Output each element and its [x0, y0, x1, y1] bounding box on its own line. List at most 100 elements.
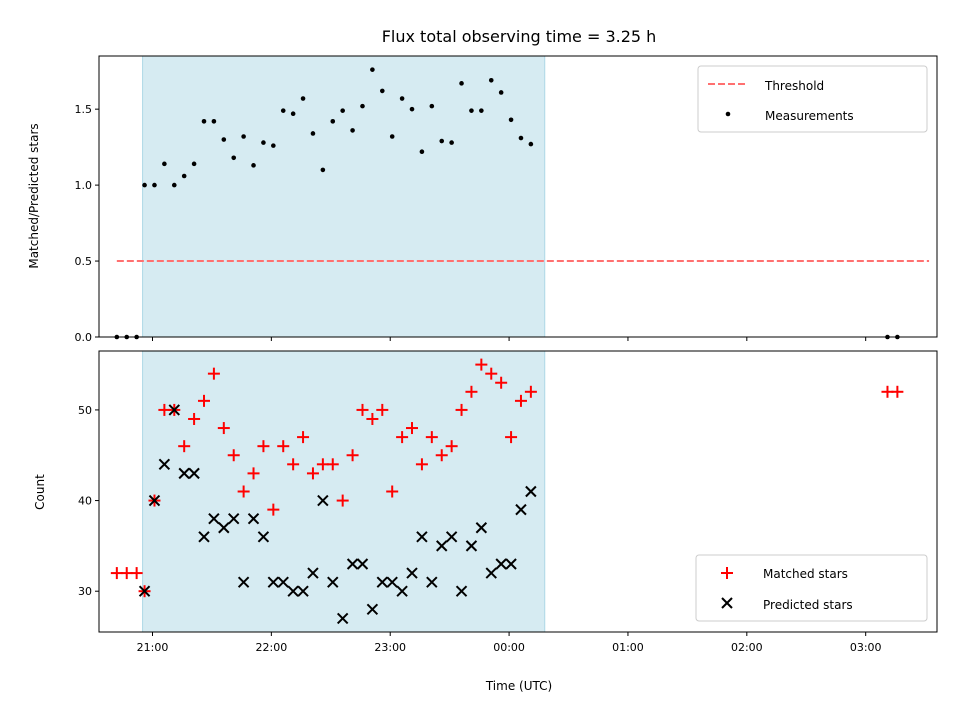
- predicted-star-point: [188, 467, 200, 480]
- y-axis-ticks: 0.0 0.5 1.0 1.5: [75, 103, 99, 344]
- matched-star-point: [130, 567, 143, 580]
- measurement-point: [300, 96, 306, 101]
- matched-star-point: [445, 440, 458, 453]
- predicted-star-point: [168, 404, 180, 416]
- y-axis-label: Count: [33, 474, 47, 510]
- predicted-star-point: [455, 585, 468, 597]
- matched-star-point: [455, 403, 468, 416]
- matched-star-point: [386, 485, 399, 498]
- matched-star-point: [197, 394, 210, 407]
- observing-window-shade: [142, 351, 546, 632]
- x-tick-label: 03:00: [850, 641, 882, 654]
- predicted-star-point: [198, 531, 210, 543]
- measurement-point: [211, 119, 217, 124]
- matched-star-point: [376, 403, 389, 416]
- matched-star-point: [425, 431, 438, 444]
- measurement-point: [498, 90, 504, 95]
- x-tick-label: 00:00: [493, 641, 525, 654]
- y-tick-label: 1.5: [75, 103, 93, 116]
- legend-threshold-label: Threshold: [764, 79, 824, 93]
- matched-star-point: [505, 431, 518, 444]
- y-tick-label: 1.0: [75, 179, 93, 192]
- x-tick-label: 21:00: [137, 641, 169, 654]
- predicted-star-point: [485, 567, 497, 579]
- measurement-point: [469, 108, 474, 113]
- matched-star-point: [406, 422, 419, 435]
- x-axis-ticks: [151, 337, 867, 341]
- y-axis-ticks: 30 40 50: [78, 404, 99, 598]
- predicted-star-point: [237, 576, 250, 588]
- predicted-star-point: [475, 522, 488, 534]
- shaded-interval: [142, 351, 545, 632]
- measurement-point: [370, 67, 375, 72]
- x-tick-label: 01:00: [612, 641, 644, 654]
- matched-star-point: [217, 422, 230, 435]
- x-tick-label: 02:00: [731, 641, 763, 654]
- matched-star-point: [366, 412, 379, 425]
- matched-star-point: [207, 367, 220, 380]
- predicted-star-point: [228, 512, 240, 525]
- matched-star-point: [356, 403, 369, 416]
- measurement-point: [439, 138, 445, 144]
- measurement-point: [479, 108, 484, 113]
- predicted-star-point: [515, 503, 527, 516]
- measurement-point: [191, 161, 197, 167]
- measurement-point: [459, 81, 464, 86]
- predicted-star-point: [376, 576, 389, 588]
- measurement-point: [271, 143, 276, 148]
- legend-predicted-swatch: [721, 597, 733, 609]
- matched-star-point: [237, 485, 250, 498]
- matched-star-point: [495, 376, 508, 389]
- x-tick-label: 23:00: [374, 641, 406, 654]
- matched-star-point: [514, 394, 527, 407]
- matched-star-point: [277, 440, 290, 453]
- matched-stars-series: [110, 358, 904, 598]
- x-axis-label: Time (UTC): [485, 679, 552, 693]
- count-panel: 30 40 50 21:00 22:00 23:00 00:00 01:00 02:00 03:…: [33, 350, 938, 693]
- predicted-star-point: [356, 558, 369, 570]
- measurement-point: [528, 141, 534, 147]
- matched-star-point: [257, 440, 270, 453]
- predicted-star-point: [247, 512, 260, 525]
- measurement-point: [251, 163, 256, 168]
- predicted-star-point: [218, 522, 230, 534]
- y-tick-label: 30: [78, 585, 92, 598]
- measurement-point: [221, 137, 227, 142]
- matched-star-point: [485, 367, 498, 380]
- measurement-point: [330, 119, 336, 124]
- matched-star-point: [475, 358, 488, 371]
- measurement-point: [290, 111, 296, 117]
- legend: Threshold Measurements: [697, 65, 928, 133]
- predicted-star-point: [465, 540, 478, 552]
- predicted-star-point: [307, 567, 319, 579]
- measurement-point: [152, 182, 157, 188]
- matched-star-point: [336, 494, 349, 507]
- matched-star-point: [326, 458, 339, 471]
- plot-frame: [98, 55, 938, 338]
- measurement-point: [360, 103, 365, 109]
- predicted-star-point: [178, 467, 190, 480]
- predicted-star-point: [336, 612, 349, 625]
- legend-box: [697, 65, 928, 133]
- predicted-star-point: [257, 531, 270, 543]
- predicted-star-point: [505, 558, 517, 570]
- y-tick-label: 0.0: [75, 331, 93, 344]
- predicted-star-point: [495, 558, 507, 570]
- legend: Matched stars Predicted stars: [695, 554, 928, 622]
- predicted-stars-series: [138, 404, 537, 625]
- matched-star-point: [267, 503, 280, 516]
- matched-star-point: [188, 412, 201, 425]
- predicted-star-point: [416, 531, 428, 543]
- measurement-point: [162, 161, 167, 167]
- legend-measurements-label: Measurements: [765, 109, 854, 123]
- predicted-star-point: [436, 540, 448, 552]
- predicted-star-point: [208, 512, 220, 525]
- measurement-point: [241, 134, 246, 139]
- measurement-point: [508, 117, 514, 123]
- matched-star-point: [465, 385, 478, 398]
- measurement-point: [310, 131, 316, 136]
- matched-star-point: [247, 467, 260, 480]
- predicted-star-point: [317, 494, 329, 507]
- matched-star-point: [524, 385, 537, 398]
